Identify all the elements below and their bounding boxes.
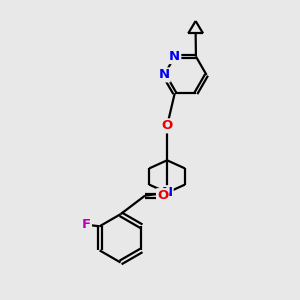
Text: N: N [161,186,172,199]
Text: O: O [157,189,168,202]
Text: F: F [82,218,91,231]
Text: O: O [161,119,173,132]
Text: N: N [169,50,180,63]
Text: N: N [159,68,170,81]
